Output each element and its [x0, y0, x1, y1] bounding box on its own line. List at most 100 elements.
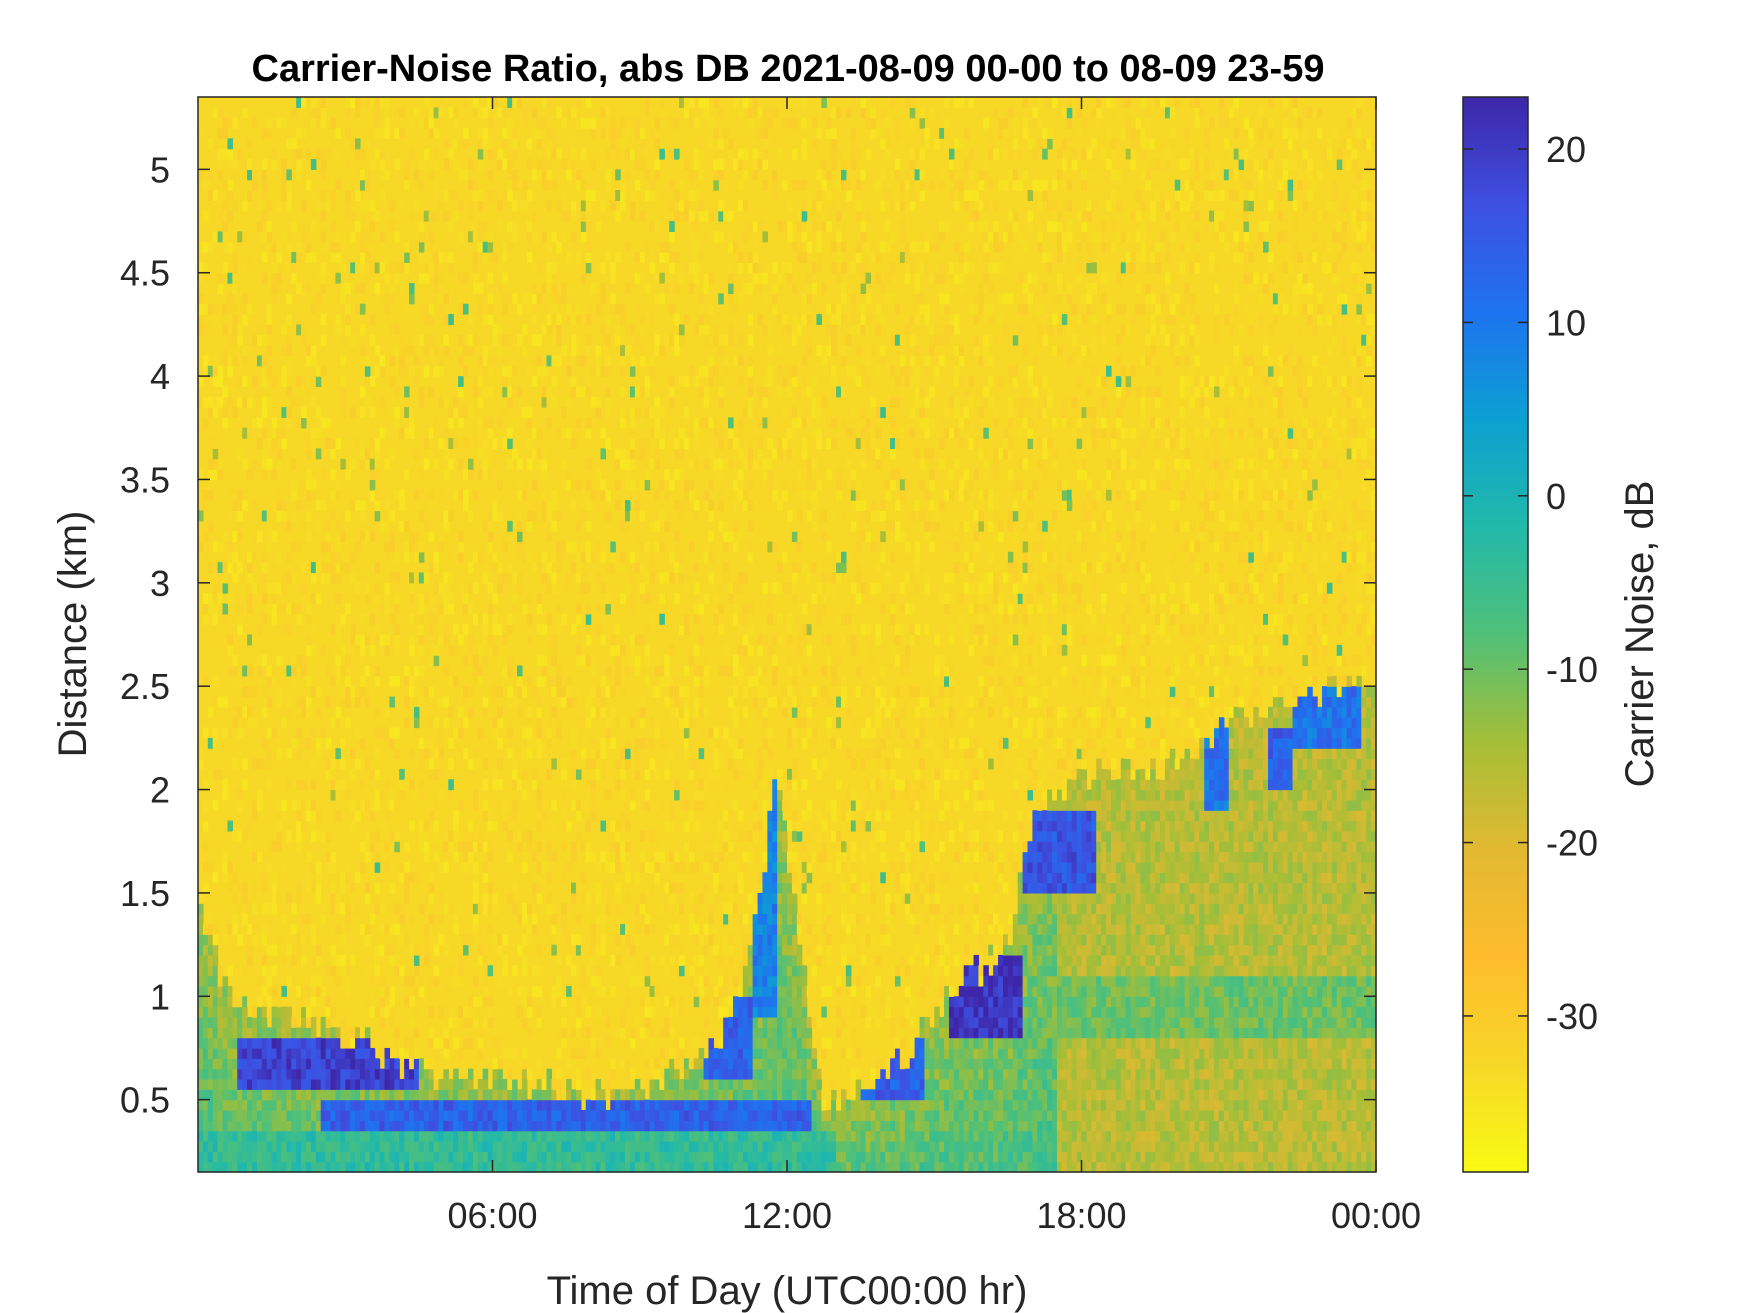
heatmap-cell	[222, 572, 229, 584]
heatmap-cell	[708, 479, 714, 491]
heatmap-cell	[679, 334, 685, 346]
heatmap-cell	[467, 758, 474, 770]
heatmap-cell	[217, 272, 224, 284]
heatmap-cell	[428, 489, 435, 501]
heatmap-cell	[688, 283, 695, 294]
heatmap-cell	[237, 324, 243, 336]
heatmap-cell	[438, 1006, 445, 1018]
heatmap-cell	[541, 97, 548, 108]
heatmap-cell	[202, 1109, 209, 1121]
heatmap-cell	[443, 985, 449, 997]
heatmap-cell	[345, 200, 351, 212]
heatmap-cell	[472, 1099, 479, 1111]
heatmap-cell	[605, 665, 611, 677]
heatmap-cell	[345, 128, 351, 139]
heatmap-cell	[674, 448, 680, 460]
heatmap-cell	[384, 1109, 391, 1121]
heatmap-cell	[330, 283, 337, 294]
heatmap-cell	[497, 562, 503, 574]
heatmap-cell	[301, 603, 307, 615]
heatmap-cell	[521, 1161, 528, 1173]
heatmap-cell	[546, 510, 552, 522]
heatmap-cell	[404, 675, 410, 687]
heatmap-cell	[605, 386, 611, 398]
heatmap-cell	[433, 830, 440, 842]
heatmap-cell	[222, 1037, 229, 1049]
heatmap-cell	[413, 675, 420, 687]
heatmap-cell	[389, 1089, 395, 1101]
heatmap-cell	[247, 1058, 253, 1070]
heatmap-cell	[301, 407, 307, 419]
heatmap-cell	[585, 965, 592, 977]
heatmap-cell	[512, 1151, 518, 1163]
heatmap-cell	[423, 593, 430, 605]
heatmap-cell	[418, 1120, 425, 1132]
heatmap-cell	[202, 303, 209, 315]
heatmap-cell	[708, 252, 714, 263]
heatmap-cell	[669, 97, 675, 108]
heatmap-cell	[649, 1120, 656, 1132]
heatmap-cell	[237, 1089, 243, 1101]
heatmap-cell	[595, 572, 602, 584]
heatmap-cell	[212, 1130, 219, 1142]
heatmap-cell	[222, 128, 229, 139]
heatmap-cell	[595, 892, 602, 904]
heatmap-cell	[639, 634, 646, 646]
heatmap-cell	[364, 148, 371, 160]
heatmap-cell	[683, 500, 690, 512]
heatmap-cell	[703, 706, 710, 718]
heatmap-cell	[492, 1130, 499, 1142]
heatmap-cell	[330, 965, 337, 977]
heatmap-cell	[291, 1120, 297, 1132]
heatmap-cell	[467, 1016, 474, 1028]
heatmap-cell	[418, 1089, 425, 1101]
heatmap-cell	[664, 97, 670, 108]
heatmap-cell	[409, 644, 415, 656]
heatmap-cell	[571, 696, 577, 708]
heatmap-cell	[580, 934, 587, 946]
heatmap-cell	[571, 107, 577, 119]
heatmap-cell	[418, 179, 425, 191]
heatmap-cell	[409, 531, 415, 543]
heatmap-cell	[222, 582, 229, 594]
heatmap-cell	[708, 1130, 714, 1142]
heatmap-cell	[615, 169, 621, 181]
heatmap-cell	[659, 190, 665, 201]
heatmap-cell	[384, 1058, 391, 1070]
heatmap-cell	[683, 1058, 690, 1070]
heatmap-cell	[644, 872, 651, 884]
heatmap-cell	[728, 1027, 734, 1039]
heatmap-cell	[561, 996, 567, 1008]
heatmap-cell	[413, 1109, 420, 1121]
heatmap-cell	[232, 1161, 238, 1173]
heatmap-cell	[654, 1078, 660, 1090]
heatmap-cell	[389, 1109, 395, 1121]
heatmap-cell	[536, 117, 543, 129]
heatmap-cell	[507, 727, 513, 739]
heatmap-cell	[227, 820, 233, 832]
heatmap-cell	[227, 1068, 233, 1080]
heatmap-cell	[463, 1037, 469, 1049]
heatmap-cell	[600, 283, 606, 294]
heatmap-cell	[679, 996, 685, 1008]
heatmap-cell	[296, 820, 302, 832]
heatmap-cell	[237, 231, 243, 243]
heatmap-cell	[310, 1099, 317, 1111]
heatmap-cell	[472, 190, 479, 201]
heatmap-cell	[271, 613, 278, 625]
heatmap-cell	[575, 386, 582, 398]
heatmap-cell	[698, 634, 705, 646]
heatmap-cell	[320, 1068, 327, 1080]
heatmap-cell	[693, 148, 700, 160]
heatmap-cell	[369, 520, 376, 532]
heatmap-cell	[531, 1089, 538, 1101]
heatmap-cell	[296, 97, 302, 108]
heatmap-cell	[669, 892, 675, 904]
heatmap-cell	[276, 272, 283, 284]
heatmap-cell	[688, 1130, 695, 1142]
heatmap-cell	[610, 200, 616, 212]
heatmap-cell	[330, 851, 337, 863]
heatmap-cell	[556, 923, 562, 935]
heatmap-cell	[723, 355, 729, 367]
heatmap-cell	[610, 117, 616, 129]
